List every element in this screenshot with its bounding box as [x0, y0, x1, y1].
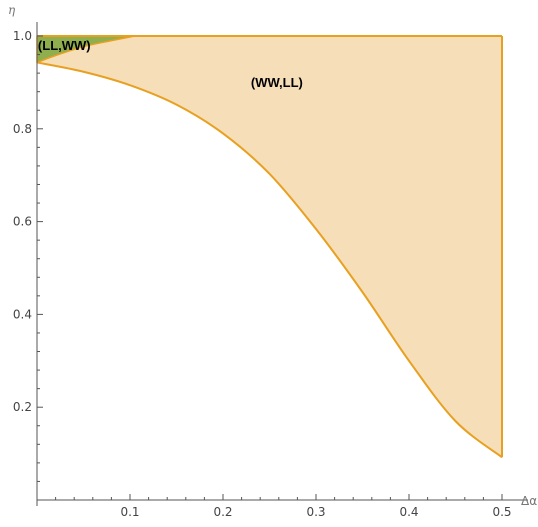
regions: [36, 35, 503, 459]
x-axis-title: Δα: [521, 494, 537, 508]
ticks: 0.1 0.2 0.3 0.4 0.5 0.2 0.4 0.6 0.8 1.0: [13, 29, 512, 519]
y-tick-label: 0.2: [13, 400, 32, 414]
y-axis-title: η: [8, 3, 16, 17]
x-tick-label: 0.3: [306, 505, 325, 519]
region-label-ll-ww: (LL,WW): [38, 38, 91, 53]
x-tick-label: 0.1: [120, 505, 139, 519]
y-tick-label: 0.6: [13, 215, 32, 229]
region-ll-ww-fill: [37, 36, 135, 63]
boundary-lower-curve: [36, 61, 503, 459]
x-tick-label: 0.4: [399, 505, 418, 519]
x-tick-label: 0.2: [213, 505, 232, 519]
region-ww-ll-fill: [37, 36, 502, 458]
y-tick-label: 0.8: [13, 122, 32, 136]
boundary-ll-ww-curve: [36, 35, 135, 64]
x-tick-label: 0.5: [492, 505, 511, 519]
y-tick-label: 0.4: [13, 307, 32, 321]
y-tick-label: 1.0: [13, 29, 32, 43]
region-label-ww-ll: (WW,LL): [251, 75, 303, 90]
